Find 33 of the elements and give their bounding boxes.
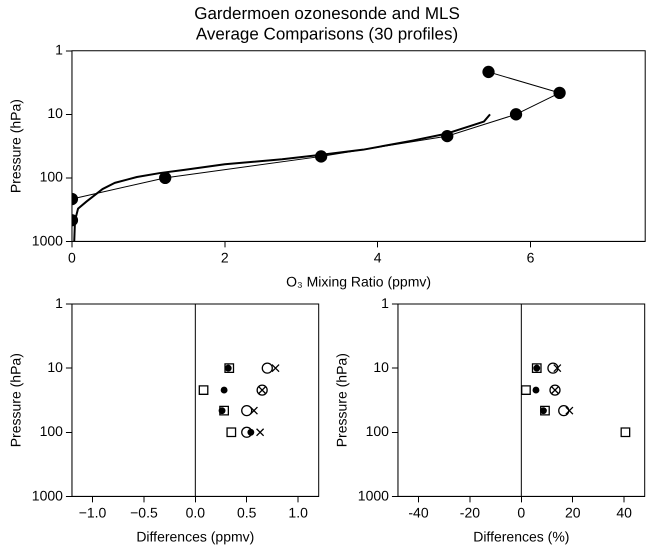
- y-tick-label: 10: [47, 105, 64, 122]
- x-tick-label: 0: [68, 250, 76, 266]
- x-axis-title: O₃ Mixing Ratio (ppmv): [286, 273, 432, 290]
- y-tick-label: 100: [40, 423, 64, 440]
- x-tick-label: −1.0: [78, 504, 107, 521]
- y-tick-label: 1000: [32, 487, 64, 504]
- x-tick-label: 2: [220, 250, 229, 266]
- y-tick-label: 100: [366, 423, 390, 440]
- y-tick-label: 1000: [32, 232, 64, 248]
- x-tick-label: 0.5: [236, 504, 257, 521]
- x-tick-label: -20: [460, 504, 480, 521]
- y-tick-label: 100: [40, 168, 64, 185]
- x-tick-label: −0.5: [130, 504, 158, 521]
- y-tick-label: 10: [373, 358, 390, 375]
- x-tick-label: 0.0: [186, 504, 206, 521]
- y-axis-title: Pressure (hPa): [7, 99, 24, 194]
- x-axis-title: Differences (ppmv): [136, 528, 254, 544]
- x-tick-label: -40: [408, 504, 429, 521]
- x-tick-label: 6: [526, 250, 535, 266]
- y-tick-label: 10: [47, 358, 64, 375]
- y-axis-title: Pressure (hPa): [333, 353, 350, 448]
- x-tick-label: 4: [374, 250, 382, 266]
- x-tick-label: 1.0: [288, 504, 308, 521]
- x-tick-label: 0: [517, 504, 526, 521]
- y-tick-label: 1: [55, 294, 64, 311]
- x-tick-label: 40: [616, 504, 632, 521]
- y-axis-title: Pressure (hPa): [7, 353, 24, 448]
- chart-title: Gardermoen ozonesonde and MLS Average Comparisons (30 profiles): [194, 4, 460, 44]
- y-tick-label: 1: [55, 42, 64, 58]
- y-tick-label: 1: [381, 294, 390, 311]
- x-tick-label: 20: [564, 504, 581, 521]
- y-tick-label: 1000: [358, 487, 390, 504]
- x-axis-title: Differences (%): [473, 528, 570, 544]
